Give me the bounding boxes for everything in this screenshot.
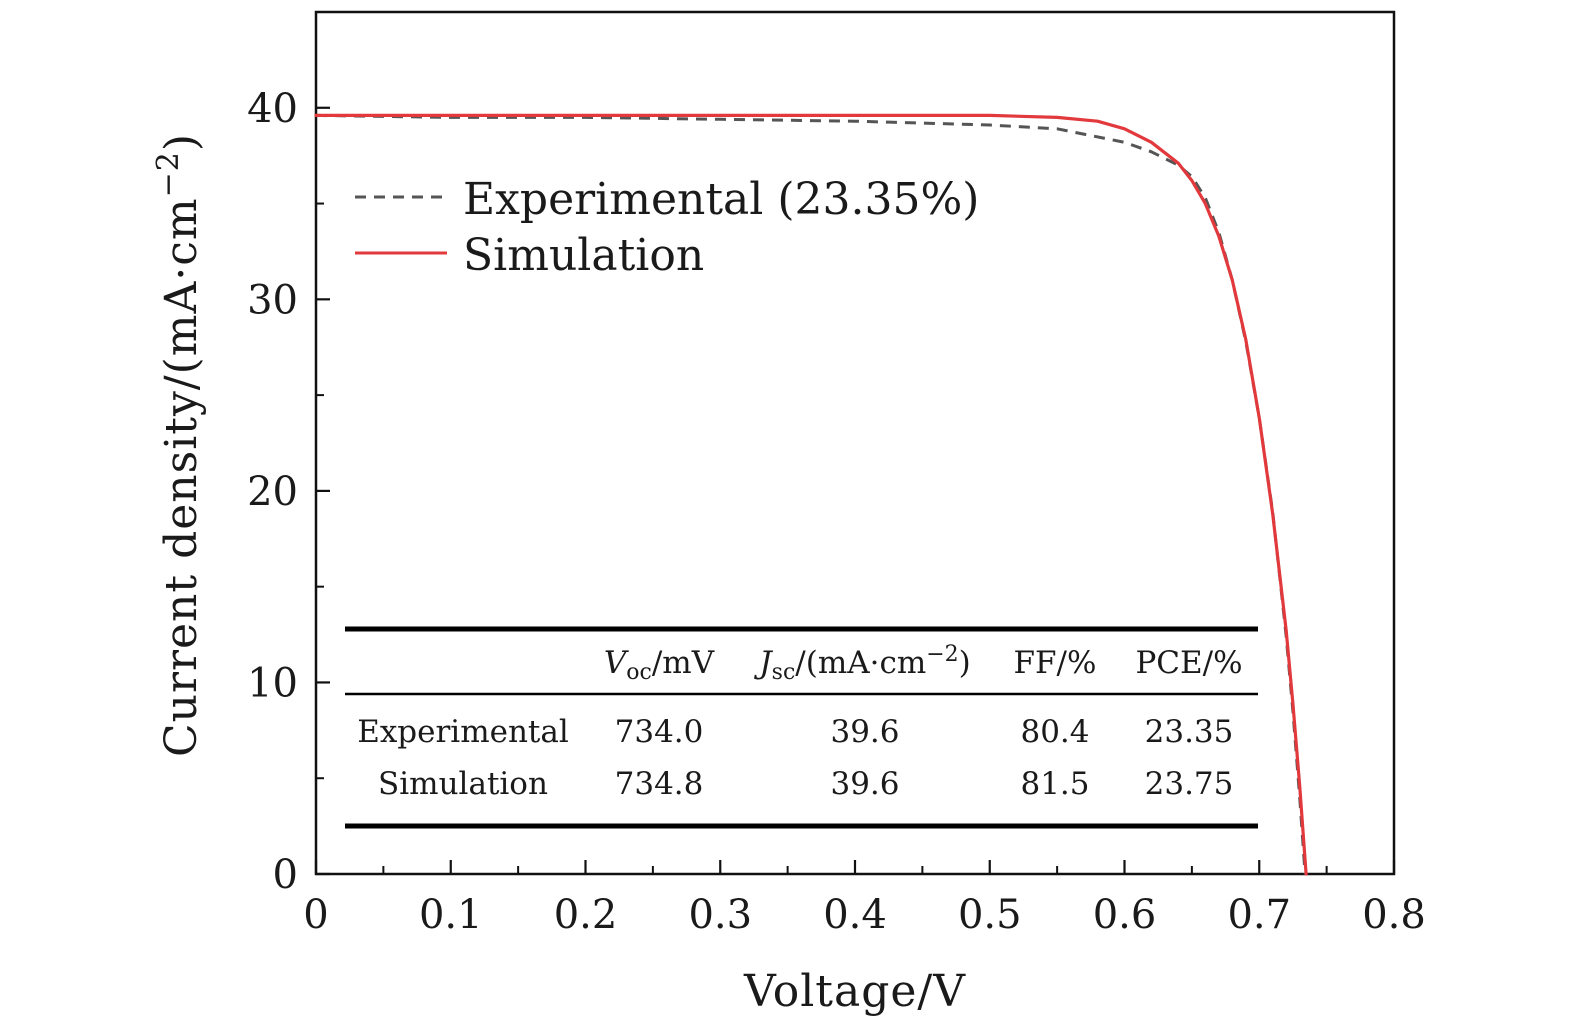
table-cell-sim-voc: 734.8 (615, 766, 704, 802)
x-axis-label: Voltage/V (743, 966, 966, 1017)
x-tick-label-8: 0.8 (1362, 892, 1426, 938)
x-tick-label-4: 0.4 (823, 892, 887, 938)
table-cell-exp-ff: 80.4 (1020, 714, 1089, 750)
axis-tick-labels: 0 0.1 0.2 0.3 0.4 0.5 0.6 0.7 0.8 0 10 20 30 40 (247, 86, 1426, 938)
y-tick-label-1: 10 (247, 660, 298, 706)
y-tick-label-0: 0 (273, 852, 298, 898)
legend-label-simulation: Simulation (463, 230, 704, 281)
table-row-label-experimental: Experimental (357, 714, 569, 750)
series-line-simulation (314, 113, 1308, 876)
y-axis-label-close: ) (156, 133, 207, 151)
inset-table: Voc/mV Jsc/(mA·cm−2) FF/% PCE/% Experime… (345, 626, 1258, 829)
y-tick-label-3: 30 (247, 277, 298, 323)
x-tick-label-2: 0.2 (554, 892, 618, 938)
y-axis-label: Current density/(mA·cm−2) (151, 133, 207, 757)
x-tick-label-1: 0.1 (419, 892, 483, 938)
x-tick-label-3: 0.3 (688, 892, 752, 938)
x-tick-label-5: 0.5 (958, 892, 1022, 938)
table-header-pce: PCE/% (1135, 645, 1242, 681)
legend: Experimental (23.35%) Simulation (355, 174, 979, 281)
legend-label-experimental: Experimental (23.35%) (463, 174, 979, 225)
x-tick-label-6: 0.6 (1093, 892, 1157, 938)
y-axis-label-text: Current density/(mA·cm (156, 197, 207, 757)
table-cell-sim-ff: 81.5 (1020, 766, 1089, 802)
axis-ticks (314, 106, 1396, 876)
x-tick-label-0: 0 (303, 892, 328, 938)
series-layer (314, 113, 1308, 876)
y-axis-label-sup: −2 (151, 151, 186, 197)
table-cell-sim-jsc: 39.6 (830, 766, 899, 802)
table-cell-exp-voc: 734.0 (615, 714, 704, 750)
y-tick-label-2: 20 (247, 469, 298, 515)
y-tick-label-4: 40 (247, 86, 298, 132)
table-row-label-simulation: Simulation (378, 766, 548, 802)
table-cell-sim-pce: 23.75 (1145, 766, 1234, 802)
table-header-voc: Voc/mV (604, 645, 715, 685)
table-header-ff: FF/% (1014, 645, 1097, 681)
table-cell-exp-jsc: 39.6 (830, 714, 899, 750)
x-tick-label-7: 0.7 (1227, 892, 1291, 938)
table-cell-exp-pce: 23.35 (1145, 714, 1234, 750)
